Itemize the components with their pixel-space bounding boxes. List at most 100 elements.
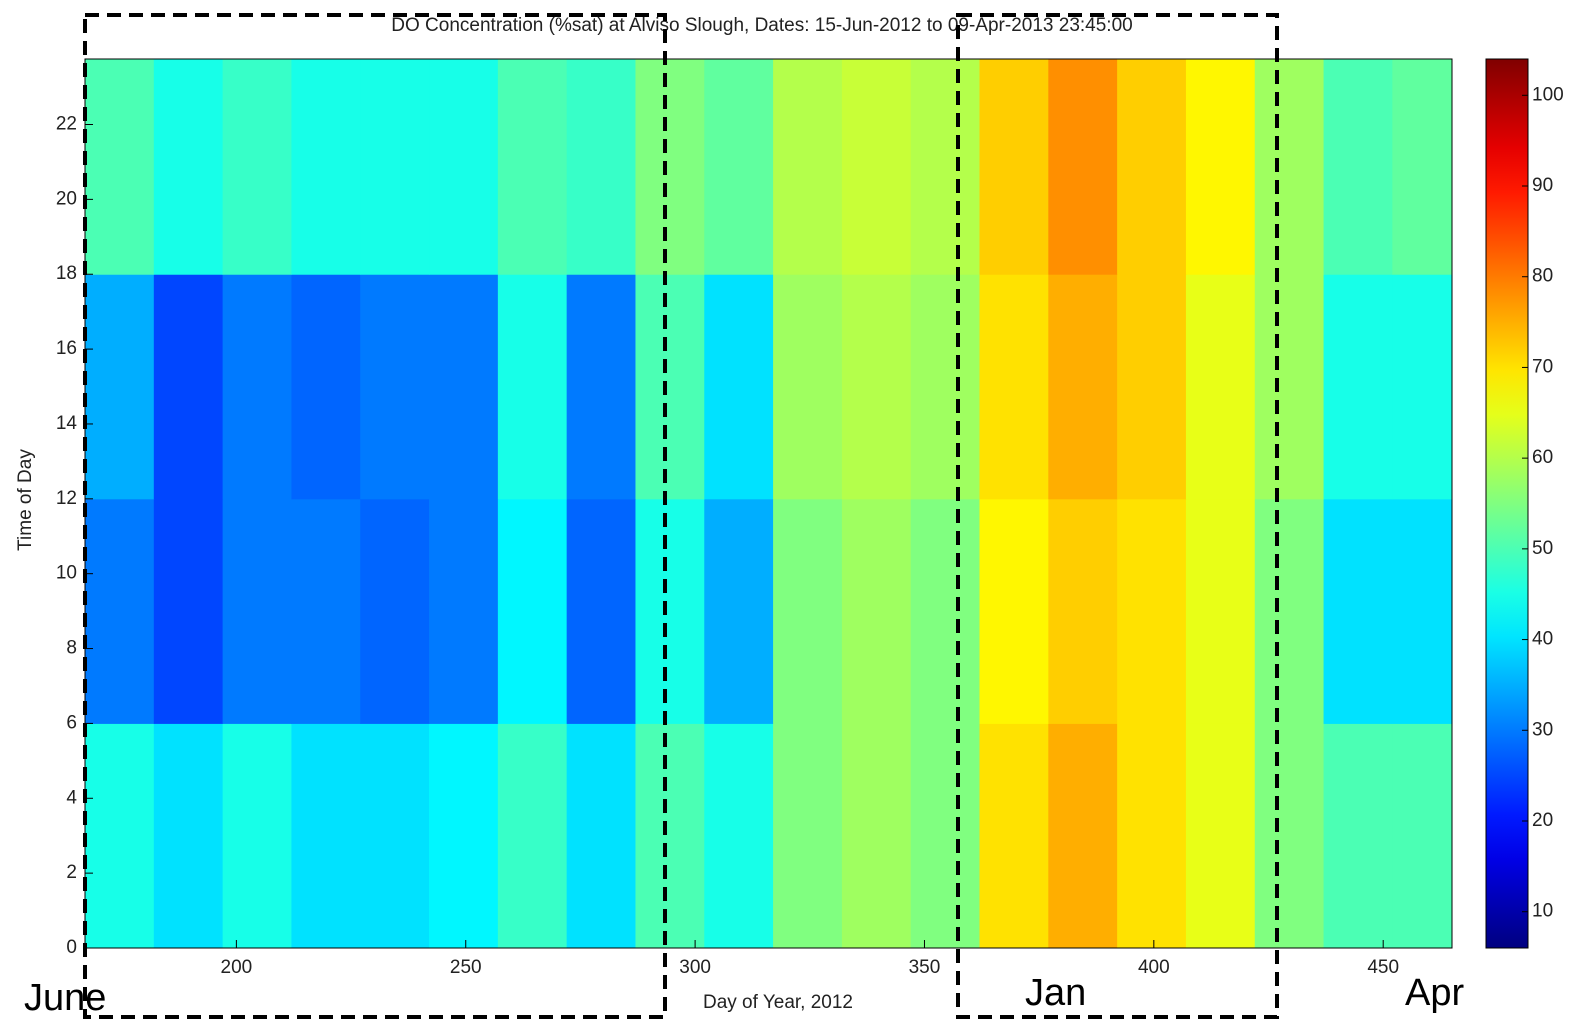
heat-cell (773, 498, 843, 724)
heat-cell (1392, 274, 1453, 500)
heat-cell (1392, 498, 1453, 724)
heat-cell (291, 274, 361, 500)
heat-cell (291, 723, 361, 949)
y-tick-label: 12 (56, 488, 77, 509)
heat-cell (566, 59, 636, 275)
heat-cell (773, 59, 843, 275)
colorbar-tick-label: 70 (1532, 356, 1553, 377)
heat-cell (704, 723, 774, 949)
heat-cell (773, 274, 843, 500)
y-tick-label: 22 (56, 114, 77, 135)
y-tick-label: 4 (66, 787, 77, 808)
heat-cell (635, 723, 705, 949)
heat-cell (429, 723, 499, 949)
heat-cell (360, 274, 430, 500)
annotation: Apr (1405, 972, 1464, 1014)
heat-cell (153, 723, 224, 949)
heat-cell (1323, 59, 1393, 275)
heat-cell (1048, 498, 1118, 724)
x-tick-label: 250 (450, 957, 482, 978)
y-tick-label: 16 (56, 338, 77, 359)
heat-cell (85, 59, 155, 275)
heat-cell (1323, 723, 1393, 949)
heat-cell (773, 723, 843, 949)
heat-cell (1392, 59, 1453, 275)
x-axis-label: Day of Year, 2012 (703, 992, 853, 1013)
heat-cell (910, 498, 981, 724)
annotation: June (24, 977, 106, 1019)
heat-cell (291, 498, 361, 724)
x-tick-label: 200 (221, 957, 253, 978)
heat-cell (1048, 723, 1118, 949)
heat-cell (1254, 498, 1325, 724)
heat-cell (1185, 723, 1256, 949)
heat-cell (841, 59, 912, 275)
heat-cell (566, 274, 636, 500)
heat-cell (979, 59, 1049, 275)
heat-cell (1117, 59, 1187, 275)
heat-cell (910, 59, 981, 275)
heat-cell (85, 274, 155, 500)
heat-cell (1392, 723, 1453, 949)
heat-cell (1117, 723, 1187, 949)
heat-cell (360, 498, 430, 724)
heat-cell (360, 59, 430, 275)
heat-cell (1185, 274, 1256, 500)
heat-cell (1254, 59, 1325, 275)
heat-cell (635, 274, 705, 500)
annotation: Jan (1025, 972, 1086, 1014)
colorbar-tick-label: 30 (1532, 719, 1553, 740)
heat-cell (222, 498, 292, 724)
heat-cell (979, 723, 1049, 949)
heat-cell (566, 723, 636, 949)
colorbar-tick-label: 20 (1532, 810, 1553, 831)
heat-cell (635, 498, 705, 724)
heat-cell (153, 498, 224, 724)
heat-cell (497, 59, 568, 275)
colorbar-tick-label: 90 (1532, 175, 1553, 196)
heat-cell (1117, 274, 1187, 500)
annotation-box (83, 13, 667, 1019)
heat-cell (841, 723, 912, 949)
heat-cell (222, 59, 292, 275)
heat-cell (497, 498, 568, 724)
y-tick-label: 20 (56, 188, 77, 209)
colorbar (1485, 58, 1529, 949)
heat-cell (841, 274, 912, 500)
heat-cell (85, 498, 155, 724)
heat-cell (704, 498, 774, 724)
chart-title: DO Concentration (%sat) at Alviso Slough… (391, 15, 1132, 36)
colorbar-tick-label: 40 (1532, 629, 1553, 650)
heat-cell (429, 274, 499, 500)
heat-cell (1323, 498, 1393, 724)
colorbar-tick-label: 100 (1532, 84, 1564, 105)
heat-cell (841, 498, 912, 724)
heat-cell (222, 274, 292, 500)
heat-cell (360, 723, 430, 949)
y-tick-label: 6 (66, 712, 77, 733)
heat-cell (1048, 59, 1118, 275)
colorbar-tick-label: 80 (1532, 266, 1553, 287)
heat-cell (153, 59, 224, 275)
colorbar-tick-label: 60 (1532, 447, 1553, 468)
x-tick-label: 450 (1367, 957, 1399, 978)
x-tick-label: 350 (909, 957, 941, 978)
heat-cell (1185, 59, 1256, 275)
heat-cell (704, 274, 774, 500)
heat-cell (1185, 498, 1256, 724)
heat-cell (291, 59, 361, 275)
heat-cell (979, 498, 1049, 724)
heat-cell (429, 59, 499, 275)
heat-cell (1323, 274, 1393, 500)
heat-cell (704, 59, 774, 275)
colorbar-tick-label: 10 (1532, 901, 1553, 922)
annotation-box (956, 13, 1279, 1019)
heat-cell (979, 274, 1049, 500)
y-tick-label: 10 (56, 563, 77, 584)
y-tick-label: 18 (56, 263, 77, 284)
heat-cell (85, 723, 155, 949)
heat-cell (153, 274, 224, 500)
heat-cell (1048, 274, 1118, 500)
heat-cell (1254, 274, 1325, 500)
